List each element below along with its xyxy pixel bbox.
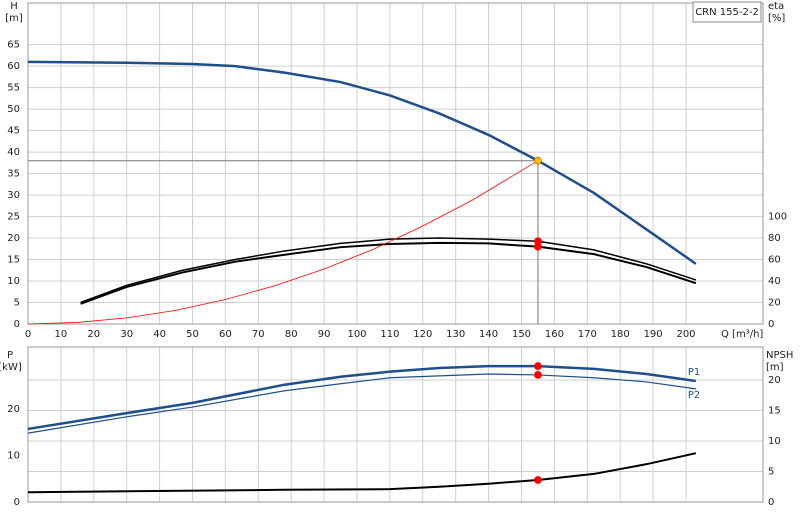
curve (27, 364, 697, 431)
y2-tick-label: 5 (768, 466, 774, 477)
y-tick-label: 10 (7, 450, 20, 461)
x-tick-label: 0 (25, 329, 31, 340)
y2-tick-label: 10 (768, 436, 781, 447)
x-tick-label: 190 (644, 329, 663, 340)
duty-point (534, 362, 542, 370)
y2-axis-unit: [m] (766, 362, 784, 373)
y2-tick-label: 40 (768, 276, 781, 287)
x-tick-label: 90 (318, 329, 331, 340)
x-tick-label: 160 (545, 329, 564, 340)
y-axis-label: P (7, 350, 13, 361)
y-tick-label: 30 (7, 190, 20, 201)
y2-tick-label: 80 (768, 233, 781, 244)
x-tick-label: 110 (380, 329, 399, 340)
duty-point (534, 156, 542, 165)
duty-point (534, 242, 542, 251)
y2-tick-label: 15 (768, 405, 781, 416)
y-tick-label: 55 (7, 83, 20, 94)
y-tick-label: 0 (14, 319, 20, 330)
curve-label: P2 (688, 390, 700, 401)
plot-frame (27, 2, 764, 325)
y-axis-label: H (10, 1, 18, 12)
y-tick-label: 35 (7, 169, 20, 180)
x-tick-label: 30 (120, 329, 133, 340)
y-tick-label: 5 (14, 298, 20, 309)
y-tick-label: 60 (7, 61, 20, 72)
curve-label: P1 (688, 367, 700, 378)
y-tick-label: 20 (7, 233, 20, 244)
x-tick-label: 80 (285, 329, 298, 340)
y-tick-label: 0 (14, 497, 20, 508)
x-tick-label: 70 (252, 329, 265, 340)
curve (27, 373, 696, 434)
x-tick-label: 140 (479, 329, 498, 340)
y2-tick-label: 20 (768, 375, 781, 386)
x-tick-label: 50 (186, 329, 199, 340)
y-tick-label: 10 (7, 276, 20, 287)
curve (80, 237, 697, 304)
model-label: CRN 155-2-2 (695, 7, 759, 18)
y2-axis-label: eta (768, 1, 784, 12)
y2-tick-label: 0 (768, 319, 774, 330)
x-tick-label: 40 (153, 329, 166, 340)
curve (80, 241, 697, 305)
y-tick-label: 15 (7, 255, 20, 266)
y2-tick-label: 0 (768, 497, 774, 508)
x-tick-label: 60 (219, 329, 232, 340)
x-tick-label: 100 (347, 329, 366, 340)
x-tick-label: 120 (413, 329, 432, 340)
y-axis-unit: [m] (5, 13, 23, 24)
y2-axis-label: NPSH (766, 350, 793, 361)
y2-tick-label: 20 (768, 298, 781, 309)
y-tick-label: 25 (7, 212, 20, 223)
y-tick-label: 50 (7, 104, 20, 115)
y2-axis-unit: [%] (768, 13, 785, 24)
y-tick-label: 65 (7, 40, 20, 51)
x-axis-label: Q [m³/h] (721, 329, 763, 340)
y-tick-label: 40 (7, 147, 20, 158)
x-tick-label: 170 (578, 329, 597, 340)
y-axis-unit: [kW] (0, 362, 22, 373)
duty-point (534, 371, 542, 379)
x-tick-label: 130 (446, 329, 465, 340)
x-tick-label: 10 (55, 329, 68, 340)
curve (27, 452, 697, 494)
x-tick-label: 20 (87, 329, 100, 340)
plot-frame (27, 346, 764, 503)
y-tick-label: 45 (7, 126, 20, 137)
duty-point (534, 476, 542, 484)
x-tick-label: 180 (611, 329, 630, 340)
curve (27, 60, 697, 265)
x-tick-label: 200 (676, 329, 695, 340)
curve (27, 160, 539, 325)
y-tick-label: 20 (7, 404, 20, 415)
label-box (692, 1, 762, 23)
y2-tick-label: 100 (768, 212, 787, 223)
x-tick-label: 150 (512, 329, 531, 340)
y2-tick-label: 60 (768, 255, 781, 266)
